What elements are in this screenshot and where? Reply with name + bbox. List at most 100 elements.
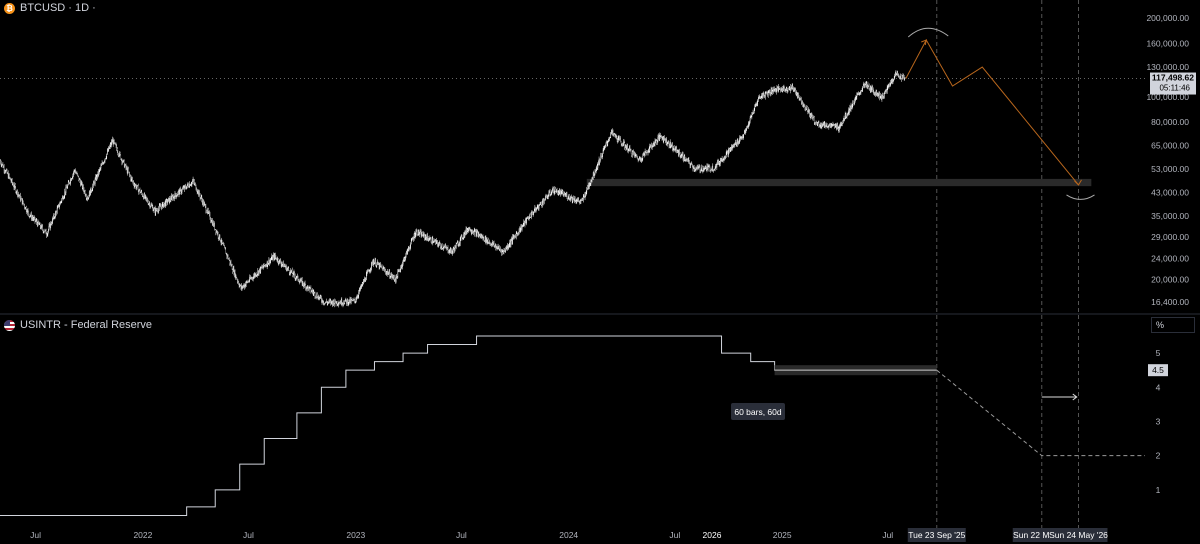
candle-body bbox=[563, 193, 565, 195]
price-projection-line bbox=[905, 38, 1079, 186]
candle-body bbox=[392, 275, 394, 277]
time-tick-label: Jul bbox=[669, 530, 680, 540]
candle-body bbox=[345, 298, 346, 302]
candle-body bbox=[481, 235, 483, 239]
candle-body bbox=[86, 198, 88, 199]
current-price-badge bbox=[1150, 72, 1196, 95]
candle-body bbox=[558, 192, 560, 195]
candle-body bbox=[254, 274, 256, 277]
candle-body bbox=[278, 262, 280, 264]
candle-body bbox=[10, 177, 11, 181]
candle-body bbox=[889, 85, 891, 86]
candle-body bbox=[377, 261, 378, 264]
candle-body bbox=[299, 281, 301, 283]
candle-body bbox=[98, 171, 99, 174]
candle-body bbox=[178, 191, 179, 193]
candle-body bbox=[132, 178, 133, 182]
candle-body bbox=[771, 88, 772, 93]
candle-body bbox=[472, 231, 473, 233]
candle-body bbox=[532, 211, 533, 214]
candle-body bbox=[44, 230, 46, 232]
candle-body bbox=[25, 207, 27, 212]
candle-body bbox=[347, 303, 349, 305]
price-tick-label: 100,000.00 bbox=[1146, 92, 1189, 102]
candle-body bbox=[749, 121, 750, 125]
candle-body bbox=[406, 251, 408, 255]
candle-body bbox=[895, 72, 897, 76]
candle-body bbox=[473, 232, 474, 235]
candle-body bbox=[545, 195, 546, 201]
candle-body bbox=[360, 286, 361, 290]
candle-body bbox=[874, 92, 875, 94]
candle-body bbox=[453, 248, 455, 250]
candle-body bbox=[683, 155, 685, 161]
candle-body bbox=[236, 278, 238, 280]
candle-body bbox=[549, 191, 550, 193]
candle-body bbox=[332, 300, 334, 305]
candle-body bbox=[522, 224, 524, 226]
candle-body bbox=[461, 235, 462, 237]
candle-body bbox=[248, 281, 249, 282]
candle-body bbox=[600, 154, 602, 160]
candle-body bbox=[594, 174, 595, 176]
candle-body bbox=[466, 229, 468, 233]
candle-body bbox=[841, 124, 842, 125]
symbol-title[interactable]: ₿ BTCUSD · 1D · bbox=[4, 2, 96, 14]
candle-body bbox=[688, 159, 690, 161]
candle-body bbox=[644, 151, 646, 154]
candle-body bbox=[373, 261, 375, 265]
candle-body bbox=[621, 143, 623, 145]
candle-body bbox=[447, 247, 448, 249]
candle-body bbox=[760, 97, 762, 98]
candle-body bbox=[565, 194, 567, 196]
candle-body bbox=[775, 89, 777, 93]
candle-body bbox=[366, 272, 368, 275]
candle-body bbox=[436, 240, 437, 244]
candle-body bbox=[257, 270, 259, 275]
candle-body bbox=[316, 294, 318, 298]
indicator-title[interactable]: USINTR - Federal Reserve bbox=[4, 319, 152, 331]
candle-body bbox=[515, 235, 516, 238]
candle-body bbox=[713, 170, 714, 172]
candle-body bbox=[596, 165, 598, 169]
candle-body bbox=[396, 276, 398, 278]
candle-body bbox=[822, 123, 824, 126]
candle-body bbox=[588, 184, 589, 189]
candle-body bbox=[638, 159, 640, 161]
candle-body bbox=[387, 271, 388, 273]
candle-body bbox=[194, 183, 196, 185]
candle-body bbox=[378, 263, 380, 268]
candle-body bbox=[615, 134, 617, 138]
rate-unit-box[interactable]: % bbox=[1151, 317, 1195, 333]
candle-body bbox=[192, 181, 193, 183]
candle-body bbox=[456, 243, 458, 245]
candle-body bbox=[896, 74, 897, 76]
candle-body bbox=[757, 100, 758, 104]
candle-body bbox=[686, 158, 688, 160]
candle-body bbox=[497, 248, 498, 250]
candle-body bbox=[791, 87, 792, 88]
candle-body bbox=[190, 184, 192, 186]
candle-body bbox=[415, 231, 417, 236]
candle-body bbox=[610, 130, 612, 134]
candle-body bbox=[777, 86, 779, 92]
candle-body bbox=[876, 90, 877, 95]
candle-body bbox=[556, 189, 557, 193]
candle-body bbox=[258, 270, 259, 275]
candle-body bbox=[229, 259, 231, 264]
candle-body bbox=[378, 263, 379, 265]
candle-body bbox=[149, 203, 151, 208]
candle-body bbox=[195, 183, 196, 185]
candle-body bbox=[267, 261, 269, 266]
candle-body bbox=[482, 236, 484, 239]
candle-body bbox=[699, 166, 701, 171]
candle-body bbox=[165, 200, 166, 206]
candle-body bbox=[19, 194, 21, 197]
candle-body bbox=[14, 184, 15, 188]
candle-body bbox=[405, 253, 407, 258]
candle-body bbox=[76, 172, 77, 174]
candle-body bbox=[633, 151, 634, 154]
candle-body bbox=[318, 296, 320, 299]
candle-body bbox=[174, 197, 175, 199]
